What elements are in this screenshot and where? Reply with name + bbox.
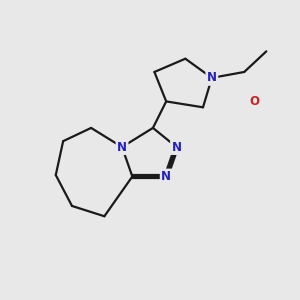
Text: N: N [207, 71, 217, 84]
Text: N: N [117, 141, 127, 154]
Text: O: O [250, 95, 260, 108]
Text: N: N [172, 141, 182, 154]
Text: N: N [161, 170, 171, 183]
